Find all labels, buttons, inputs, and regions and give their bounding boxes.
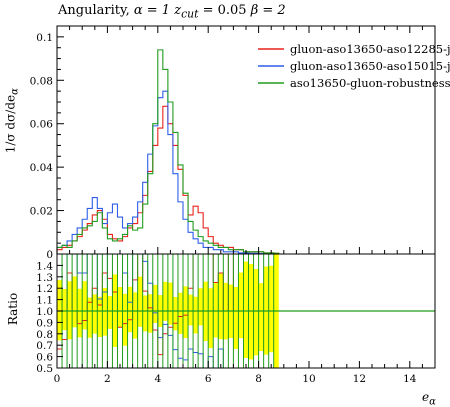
uncertainty-band <box>57 280 62 340</box>
uncertainty-band <box>107 296 112 329</box>
ratio-y-tick-label: 0.8 <box>36 329 53 341</box>
legend-label-1: gluon-aso13650-aso12285-j <box>290 42 450 56</box>
y-tick-label: 0 <box>46 249 53 261</box>
uncertainty-band <box>62 289 67 330</box>
y-tick-label: 0.08 <box>30 75 53 87</box>
uncertainty-band <box>138 277 143 327</box>
legend: gluon-aso13650-aso12285-j gluon-aso13650-… <box>258 42 450 90</box>
uncertainty-band <box>87 298 92 338</box>
ratio-y-tick-label: 1.1 <box>36 295 53 307</box>
legend-label-2: gluon-aso13650-aso15015-j <box>290 59 450 73</box>
uncertainty-band <box>238 273 243 339</box>
x-tick-label: 4 <box>154 373 161 385</box>
uncertainty-band <box>208 288 213 348</box>
ratio-panel: 0.50.60.70.80.91.01.11.21.31.4 0 2 4 6 8 10 12 1… <box>36 254 435 385</box>
uncertainty-band <box>77 289 82 338</box>
uncertainty-band <box>178 293 183 334</box>
y-tick-label: 0.02 <box>30 206 53 218</box>
ratio-y-tick-label: 0.7 <box>36 340 53 352</box>
ratio-y-tick-label: 0.5 <box>36 363 53 375</box>
ratio-y-tick-label: 0.9 <box>36 317 53 329</box>
uncertainty-band <box>198 288 203 325</box>
uncertainty-band <box>183 286 188 338</box>
uncertainty-band <box>143 295 148 331</box>
x-tick-label: 6 <box>205 373 212 385</box>
x-tick-label: 12 <box>353 373 366 385</box>
uncertainty-band <box>269 266 274 352</box>
x-tick-label: 2 <box>104 373 111 385</box>
uncertainty-band <box>117 287 122 328</box>
ratio-y-tick-label: 1.4 <box>36 260 53 272</box>
uncertainty-band <box>82 281 87 329</box>
uncertainty-band <box>243 262 248 358</box>
uncertainty-band <box>123 294 128 346</box>
uncertainty-band <box>102 288 107 336</box>
uncertainty-band <box>133 292 138 338</box>
ratio-y-tick-label: 1.2 <box>36 283 53 295</box>
uncertainty-band <box>92 294 97 333</box>
y-tick-label: 0.04 <box>30 162 54 174</box>
uncertainty-band <box>233 287 238 349</box>
uncertainty-band <box>97 297 102 337</box>
uncertainty-band <box>193 297 198 334</box>
uncertainty-band <box>67 281 72 339</box>
x-tick-label: 10 <box>302 373 315 385</box>
uncertainty-band <box>218 274 223 339</box>
x-tick-label: 0 <box>54 373 61 385</box>
uncertainty-band <box>148 294 153 333</box>
ratio-y-tick-label: 1.0 <box>36 306 53 318</box>
y-tick-label: 0.1 <box>36 32 53 44</box>
ratio-y-tick-label: 1.3 <box>36 272 53 284</box>
uncertainty-band <box>254 269 259 355</box>
uncertainty-band <box>72 276 77 327</box>
uncertainty-band <box>249 264 254 359</box>
series-line-2 <box>57 91 279 254</box>
uncertainty-band <box>153 285 158 323</box>
uncertainty-band <box>188 295 193 326</box>
uncertainty-band <box>128 287 133 333</box>
uncertainty-band <box>213 283 218 337</box>
y-tick-label: 0.06 <box>30 119 54 131</box>
legend-label-3: aso13650-gluon-robustness <box>290 76 450 90</box>
uncertainty-band <box>168 283 173 325</box>
uncertainty-band <box>163 282 168 321</box>
x-tick-label: 14 <box>403 373 417 385</box>
x-tick-label: 8 <box>255 373 262 385</box>
uncertainty-band <box>259 283 264 351</box>
ratio-y-tick-label: 0.6 <box>36 352 53 364</box>
uncertainty-band <box>173 297 178 330</box>
